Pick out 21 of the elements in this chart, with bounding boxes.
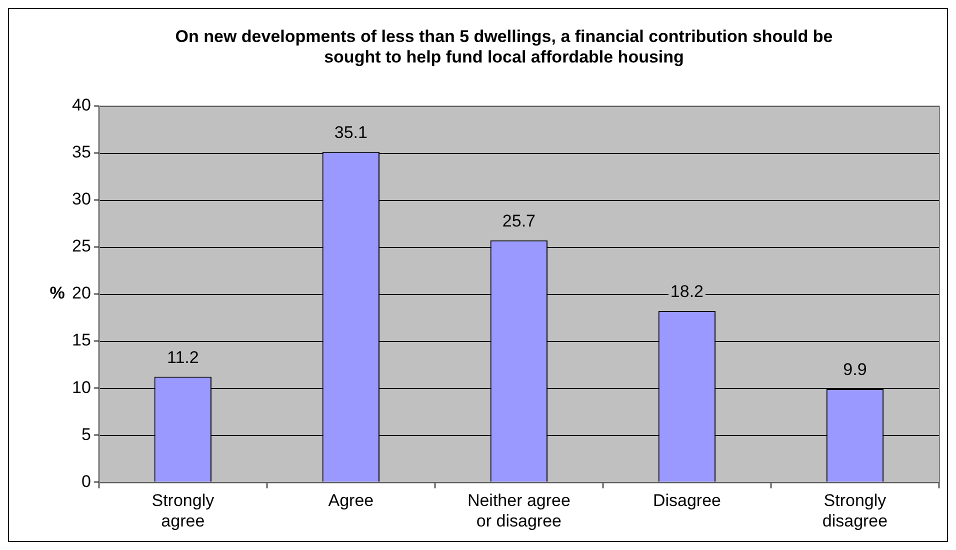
x-tick-label: Disagree [652,491,721,510]
y-tick-label: 10 [72,378,91,397]
data-label: 11.2 [167,348,199,367]
y-tick-label: 25 [72,236,91,256]
x-tick-label: Strongly disagree [822,491,888,530]
y-tick-label: 40 [72,95,91,114]
y-tick-label: 35 [72,142,91,162]
y-tick-label: 0 [81,472,91,491]
y-tick-label: 5 [81,424,91,444]
y-tick-label: 30 [72,190,91,209]
data-label: 18.2 [670,282,704,302]
x-tick-label: Strongly agree [152,491,215,530]
y-axis-title: % [50,284,65,303]
x-tick-label: Agree [328,491,374,510]
x-tick-label: Neither agree or disagree [467,491,570,530]
y-tick-label: 20 [72,284,91,303]
data-label: 25.7 [502,212,536,231]
data-label: 35.1 [334,123,368,142]
data-label: 9.9 [843,360,867,380]
y-tick-label: 15 [72,330,91,350]
chart-title: On new developments of less than 5 dwellings, a financial contribution should be sought to help fund local affordable housing [175,26,833,66]
